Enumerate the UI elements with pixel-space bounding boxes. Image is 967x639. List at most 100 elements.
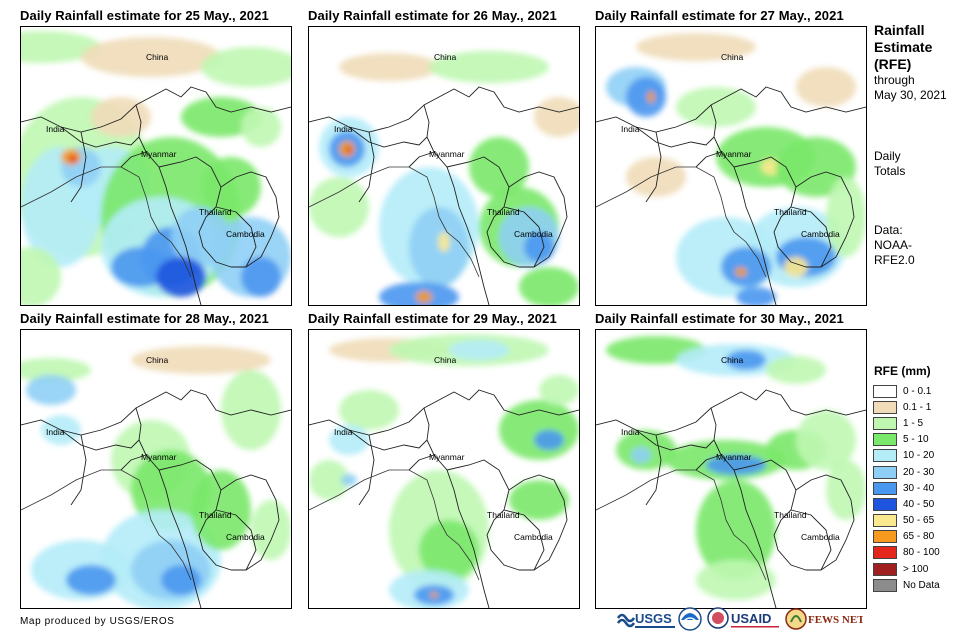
coastline: [596, 469, 767, 581]
map-drawing: China India Myanmar Thailand Cambodia: [21, 346, 291, 608]
country-label-india: India: [621, 427, 640, 437]
legend-label: 50 - 65: [903, 515, 935, 527]
rainfall-map: China India Myanmar Thailand Cambodia: [595, 26, 867, 306]
country-label-cambodia: Cambodia: [226, 532, 265, 542]
legend-label: 0.1 - 1: [903, 401, 932, 413]
usgs-logo-text: USGS: [635, 611, 672, 626]
country-label-thailand: Thailand: [774, 207, 807, 217]
country-label-thailand: Thailand: [199, 510, 232, 520]
country-label-india: India: [334, 124, 353, 134]
panel-title: Daily Rainfall estimate for 25 May., 202…: [20, 8, 269, 23]
panel-title: Daily Rainfall estimate for 26 May., 202…: [308, 8, 557, 23]
legend-swatch: [873, 497, 897, 511]
legend-swatch: [873, 578, 897, 592]
country-label-china: China: [146, 52, 168, 62]
usaid-logo-text: USAID: [731, 611, 771, 626]
rainfall-map: China India Myanmar Thailand Cambodia: [308, 26, 580, 306]
fewsnet-logo-text: FEWS NET: [808, 614, 863, 626]
legend-swatch: [873, 449, 897, 463]
map-drawing: China India Myanmar Thailand Cambodia: [596, 33, 866, 305]
panel-title: Daily Rainfall estimate for 27 May., 202…: [595, 8, 844, 23]
legend-swatch: [873, 416, 897, 430]
legend-label: 10 - 20: [903, 450, 935, 462]
legend-item: 65 - 80: [873, 529, 965, 545]
country-label-thailand: Thailand: [487, 510, 520, 520]
legend-label: > 100: [903, 563, 929, 575]
coastline: [596, 166, 767, 278]
legend-item: 5 - 10: [873, 432, 965, 448]
legend-swatch: [873, 433, 897, 447]
legend-item: 40 - 50: [873, 496, 965, 512]
legend-swatch: [873, 384, 897, 398]
legend-item: 30 - 40: [873, 480, 965, 496]
legend-label: 0 - 0.1: [903, 385, 932, 397]
country-label-china: China: [721, 355, 743, 365]
country-borders: [309, 389, 579, 608]
rainfall-field: [606, 336, 866, 600]
country-label-china: China: [434, 355, 456, 365]
map-credit: Map produced by USGS/EROS: [20, 616, 175, 627]
legend-label: 5 - 10: [903, 434, 929, 446]
legend-item: 0.1 - 1: [873, 399, 965, 415]
info-through: through: [874, 73, 915, 87]
legend-swatch: [873, 400, 897, 414]
legend-item: 10 - 20: [873, 448, 965, 464]
legend-swatch: [873, 530, 897, 544]
country-borders: [309, 86, 579, 305]
country-label-china: China: [721, 52, 743, 62]
fewsnet-logo: FEWS NET: [785, 606, 865, 632]
country-label-myanmar: Myanmar: [141, 149, 177, 159]
country-label-myanmar: Myanmar: [141, 452, 177, 462]
rainfall-field: [21, 31, 291, 305]
info-through-date: May 30, 2021: [874, 88, 947, 102]
usaid-logo: USAID: [707, 606, 783, 632]
map-drawing: China India Myanmar Thailand Cambodia: [309, 51, 579, 305]
country-label-thailand: Thailand: [487, 207, 520, 217]
country-borders: [21, 389, 291, 608]
legend-item: 80 - 100: [873, 545, 965, 561]
coastline: [309, 469, 480, 581]
country-label-india: India: [621, 124, 640, 134]
legend-label: No Data: [903, 579, 940, 591]
coastline: [21, 166, 192, 278]
country-label-myanmar: Myanmar: [429, 452, 465, 462]
country-label-myanmar: Myanmar: [716, 149, 752, 159]
country-label-thailand: Thailand: [774, 510, 807, 520]
info-totals: Totals: [874, 164, 906, 178]
info-title-line: Estimate: [874, 39, 933, 55]
legend-label: 80 - 100: [903, 547, 940, 559]
panel-title: Daily Rainfall estimate for 29 May., 202…: [308, 311, 557, 326]
legend-swatch: [873, 465, 897, 479]
panel-title: Daily Rainfall estimate for 30 May., 202…: [595, 311, 844, 326]
legend: RFE (mm) 0 - 0.1 0.1 - 1 1 - 5 5 - 10 10 - 2…: [873, 364, 965, 593]
legend-label: 40 - 50: [903, 498, 935, 510]
info-data: Data:: [874, 223, 903, 237]
map-drawing: China India Myanmar Thailand Cambodia: [596, 336, 866, 608]
country-label-cambodia: Cambodia: [801, 229, 840, 239]
country-label-myanmar: Myanmar: [716, 452, 752, 462]
rainfall-map: China India Myanmar Thailand Cambodia: [595, 329, 867, 609]
rainfall-field: [606, 33, 866, 305]
rainfall-map: China India Myanmar Thailand Cambodia: [308, 329, 580, 609]
country-label-cambodia: Cambodia: [514, 532, 553, 542]
noaa-logo: [678, 606, 702, 632]
info-daily: Daily: [874, 149, 901, 163]
country-label-cambodia: Cambodia: [514, 229, 553, 239]
country-borders: [596, 389, 866, 608]
country-label-india: India: [46, 124, 65, 134]
legend-item: 0 - 0.1: [873, 383, 965, 399]
country-label-myanmar: Myanmar: [429, 149, 465, 159]
legend-swatch: [873, 481, 897, 495]
rainfall-field: [21, 346, 291, 608]
rainfall-map: China India Myanmar Thailand Cambodia: [20, 329, 292, 609]
legend-swatch: [873, 562, 897, 576]
agency-logos: USGS USAID FEWS NET: [616, 606, 865, 634]
legend-item: 50 - 65: [873, 513, 965, 529]
country-borders: [21, 86, 291, 305]
coastline: [21, 469, 192, 581]
panel-title: Daily Rainfall estimate for 28 May., 202…: [20, 311, 269, 326]
map-drawing: China India Myanmar Thailand Cambodia: [309, 334, 579, 608]
rainfall-map: China India Myanmar Thailand Cambodia: [20, 26, 292, 306]
legend-item: > 100: [873, 561, 965, 577]
legend-swatch: [873, 546, 897, 560]
